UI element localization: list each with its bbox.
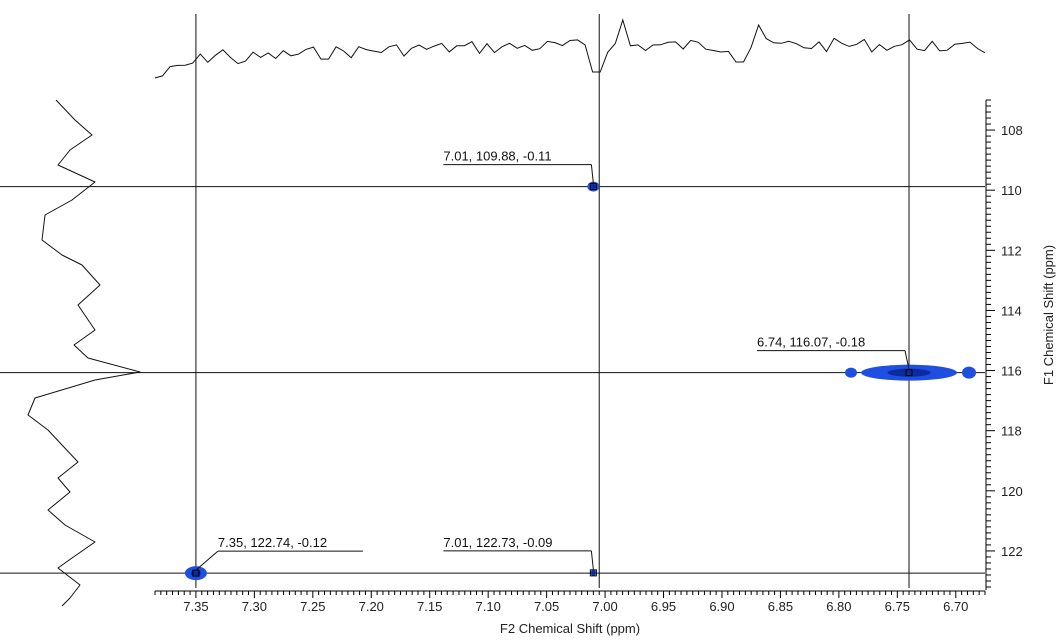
f1-projection-line [27, 99, 141, 607]
peak-label-leader [590, 164, 594, 184]
x-tick-label: 7.30 [242, 599, 267, 614]
y-tick-label: 108 [1001, 123, 1023, 138]
y-tick-label: 122 [1001, 544, 1023, 559]
f1-projection-trace [27, 99, 141, 607]
peak-contour-satellite [845, 367, 858, 378]
y-axis-title: F1 Chemical Shift (ppm) [1041, 245, 1056, 385]
peak-label: 6.74, 116.07, -0.18 [757, 335, 865, 350]
x-axis-title: F2 Chemical Shift (ppm) [500, 621, 640, 636]
peak-contour-core [190, 569, 201, 577]
x-tick-label: 6.70 [943, 599, 968, 614]
x-tick-label: 7.05 [534, 599, 559, 614]
y-tick-label: 112 [1001, 243, 1022, 258]
x-tick-label: 7.00 [592, 599, 617, 614]
x-tick-label: 6.85 [768, 599, 793, 614]
x-tick-label: 6.90 [709, 599, 734, 614]
x-tick-label: 6.80 [826, 599, 851, 614]
peak-contour-core [590, 184, 597, 190]
y-tick-label: 116 [1001, 364, 1022, 379]
y-tick-label: 114 [1001, 303, 1022, 318]
x-tick-label: 7.15 [417, 599, 442, 614]
y-tick-label: 120 [1001, 484, 1023, 499]
x-tick-label: 6.95 [651, 599, 676, 614]
peak-label-leader [904, 350, 910, 370]
f2-projection-trace [154, 18, 986, 79]
y-tick-label: 110 [1001, 183, 1022, 198]
y-tick-label: 118 [1001, 424, 1022, 439]
x-tick-label: 7.25 [300, 599, 325, 614]
peak-contour-core [887, 368, 931, 377]
peak-contour-satellite [962, 366, 977, 379]
x-tick-label: 6.75 [885, 599, 910, 614]
peak-contour-core [591, 570, 596, 575]
f2-projection-line [154, 18, 986, 79]
peak-label: 7.01, 109.88, -0.11 [443, 149, 551, 164]
peak-label-leader [590, 550, 594, 570]
peak-label: 7.35, 122.74, -0.12 [218, 535, 327, 550]
peak-label-leader [195, 550, 219, 571]
x-tick-label: 7.10 [476, 599, 501, 614]
x-tick-label: 7.35 [183, 599, 208, 614]
peak-label: 7.01, 122.73, -0.09 [443, 535, 552, 550]
x-tick-label: 7.20 [359, 599, 384, 614]
